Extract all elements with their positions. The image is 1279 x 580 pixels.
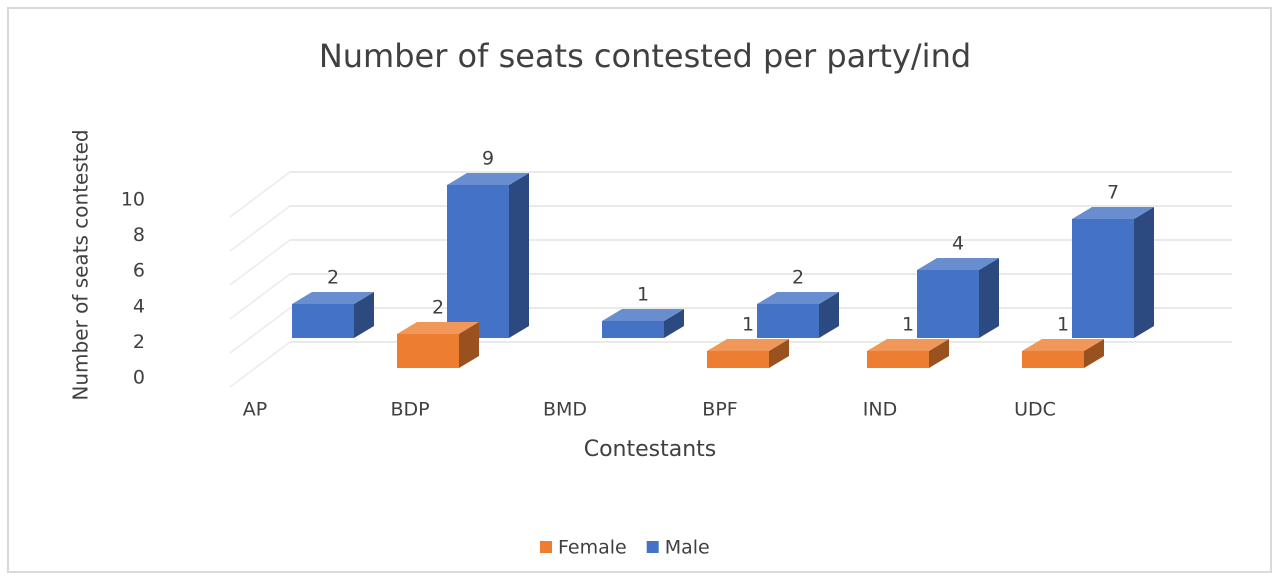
- bar-top: [1072, 207, 1154, 219]
- grid-line: [229, 171, 291, 218]
- x-tick-label: UDC: [1014, 399, 1056, 421]
- grid-line: [229, 273, 291, 320]
- y-tick-label: 8: [133, 224, 145, 246]
- y-tick-label: 0: [133, 367, 145, 389]
- bar-side: [1134, 207, 1154, 338]
- bar-top: [292, 292, 374, 304]
- bar-top: [602, 309, 684, 321]
- x-tick-label: BDP: [390, 399, 429, 421]
- y-axis-title: Number of seats contested: [69, 129, 93, 400]
- bar-side: [769, 339, 789, 368]
- y-tick-label: 6: [133, 260, 145, 282]
- x-tick-label: BPF: [702, 399, 737, 421]
- bar: [1072, 219, 1134, 338]
- data-label: 2: [792, 267, 804, 289]
- y-tick-label: 2: [133, 331, 145, 353]
- bar: [1022, 351, 1084, 368]
- x-tick-label: IND: [863, 399, 897, 421]
- bar: [292, 304, 354, 338]
- bar-top: [917, 258, 999, 270]
- data-label: 1: [637, 284, 649, 306]
- bar: [917, 270, 979, 338]
- bar-top: [867, 339, 949, 351]
- y-tick-label: 10: [121, 189, 145, 211]
- legend-label: Female: [558, 537, 627, 559]
- grid-line: [229, 239, 291, 286]
- x-tick-label: BMD: [543, 399, 587, 421]
- bar-side: [459, 322, 479, 368]
- legend-label: Male: [665, 537, 710, 559]
- legend-swatch: [540, 541, 552, 553]
- data-label: 7: [1107, 182, 1119, 204]
- bar-top: [1022, 339, 1104, 351]
- data-label: 2: [327, 267, 339, 289]
- bar: [447, 185, 509, 338]
- data-label: 4: [952, 233, 964, 255]
- bar: [707, 351, 769, 368]
- y-tick-label: 4: [133, 295, 145, 317]
- chart-title: Number of seats contested per party/ind: [319, 37, 971, 75]
- bar-top: [757, 292, 839, 304]
- bar-top: [707, 339, 789, 351]
- grid-line: [229, 307, 291, 354]
- data-label: 1: [1057, 314, 1069, 336]
- grid-line: [229, 341, 291, 388]
- data-label: 1: [742, 314, 754, 336]
- bar-side: [819, 292, 839, 338]
- bar: [397, 334, 459, 368]
- bar-top: [447, 173, 529, 185]
- bar: [867, 351, 929, 368]
- bar-side: [1084, 339, 1104, 368]
- bar-side: [929, 339, 949, 368]
- bar-top: [397, 322, 479, 334]
- chart-frame: [7, 7, 1272, 573]
- data-label: 2: [432, 297, 444, 319]
- x-axis-title: Contestants: [584, 437, 717, 462]
- bar-side: [664, 309, 684, 338]
- bar: [602, 321, 664, 338]
- bar: [757, 304, 819, 338]
- bar-side: [354, 292, 374, 338]
- data-label: 9: [482, 148, 494, 170]
- x-tick-label: AP: [243, 399, 267, 421]
- legend-swatch: [646, 541, 659, 553]
- data-label: 1: [902, 314, 914, 336]
- bar-side: [509, 173, 529, 338]
- bar-side: [979, 258, 999, 338]
- grid-line: [229, 205, 291, 252]
